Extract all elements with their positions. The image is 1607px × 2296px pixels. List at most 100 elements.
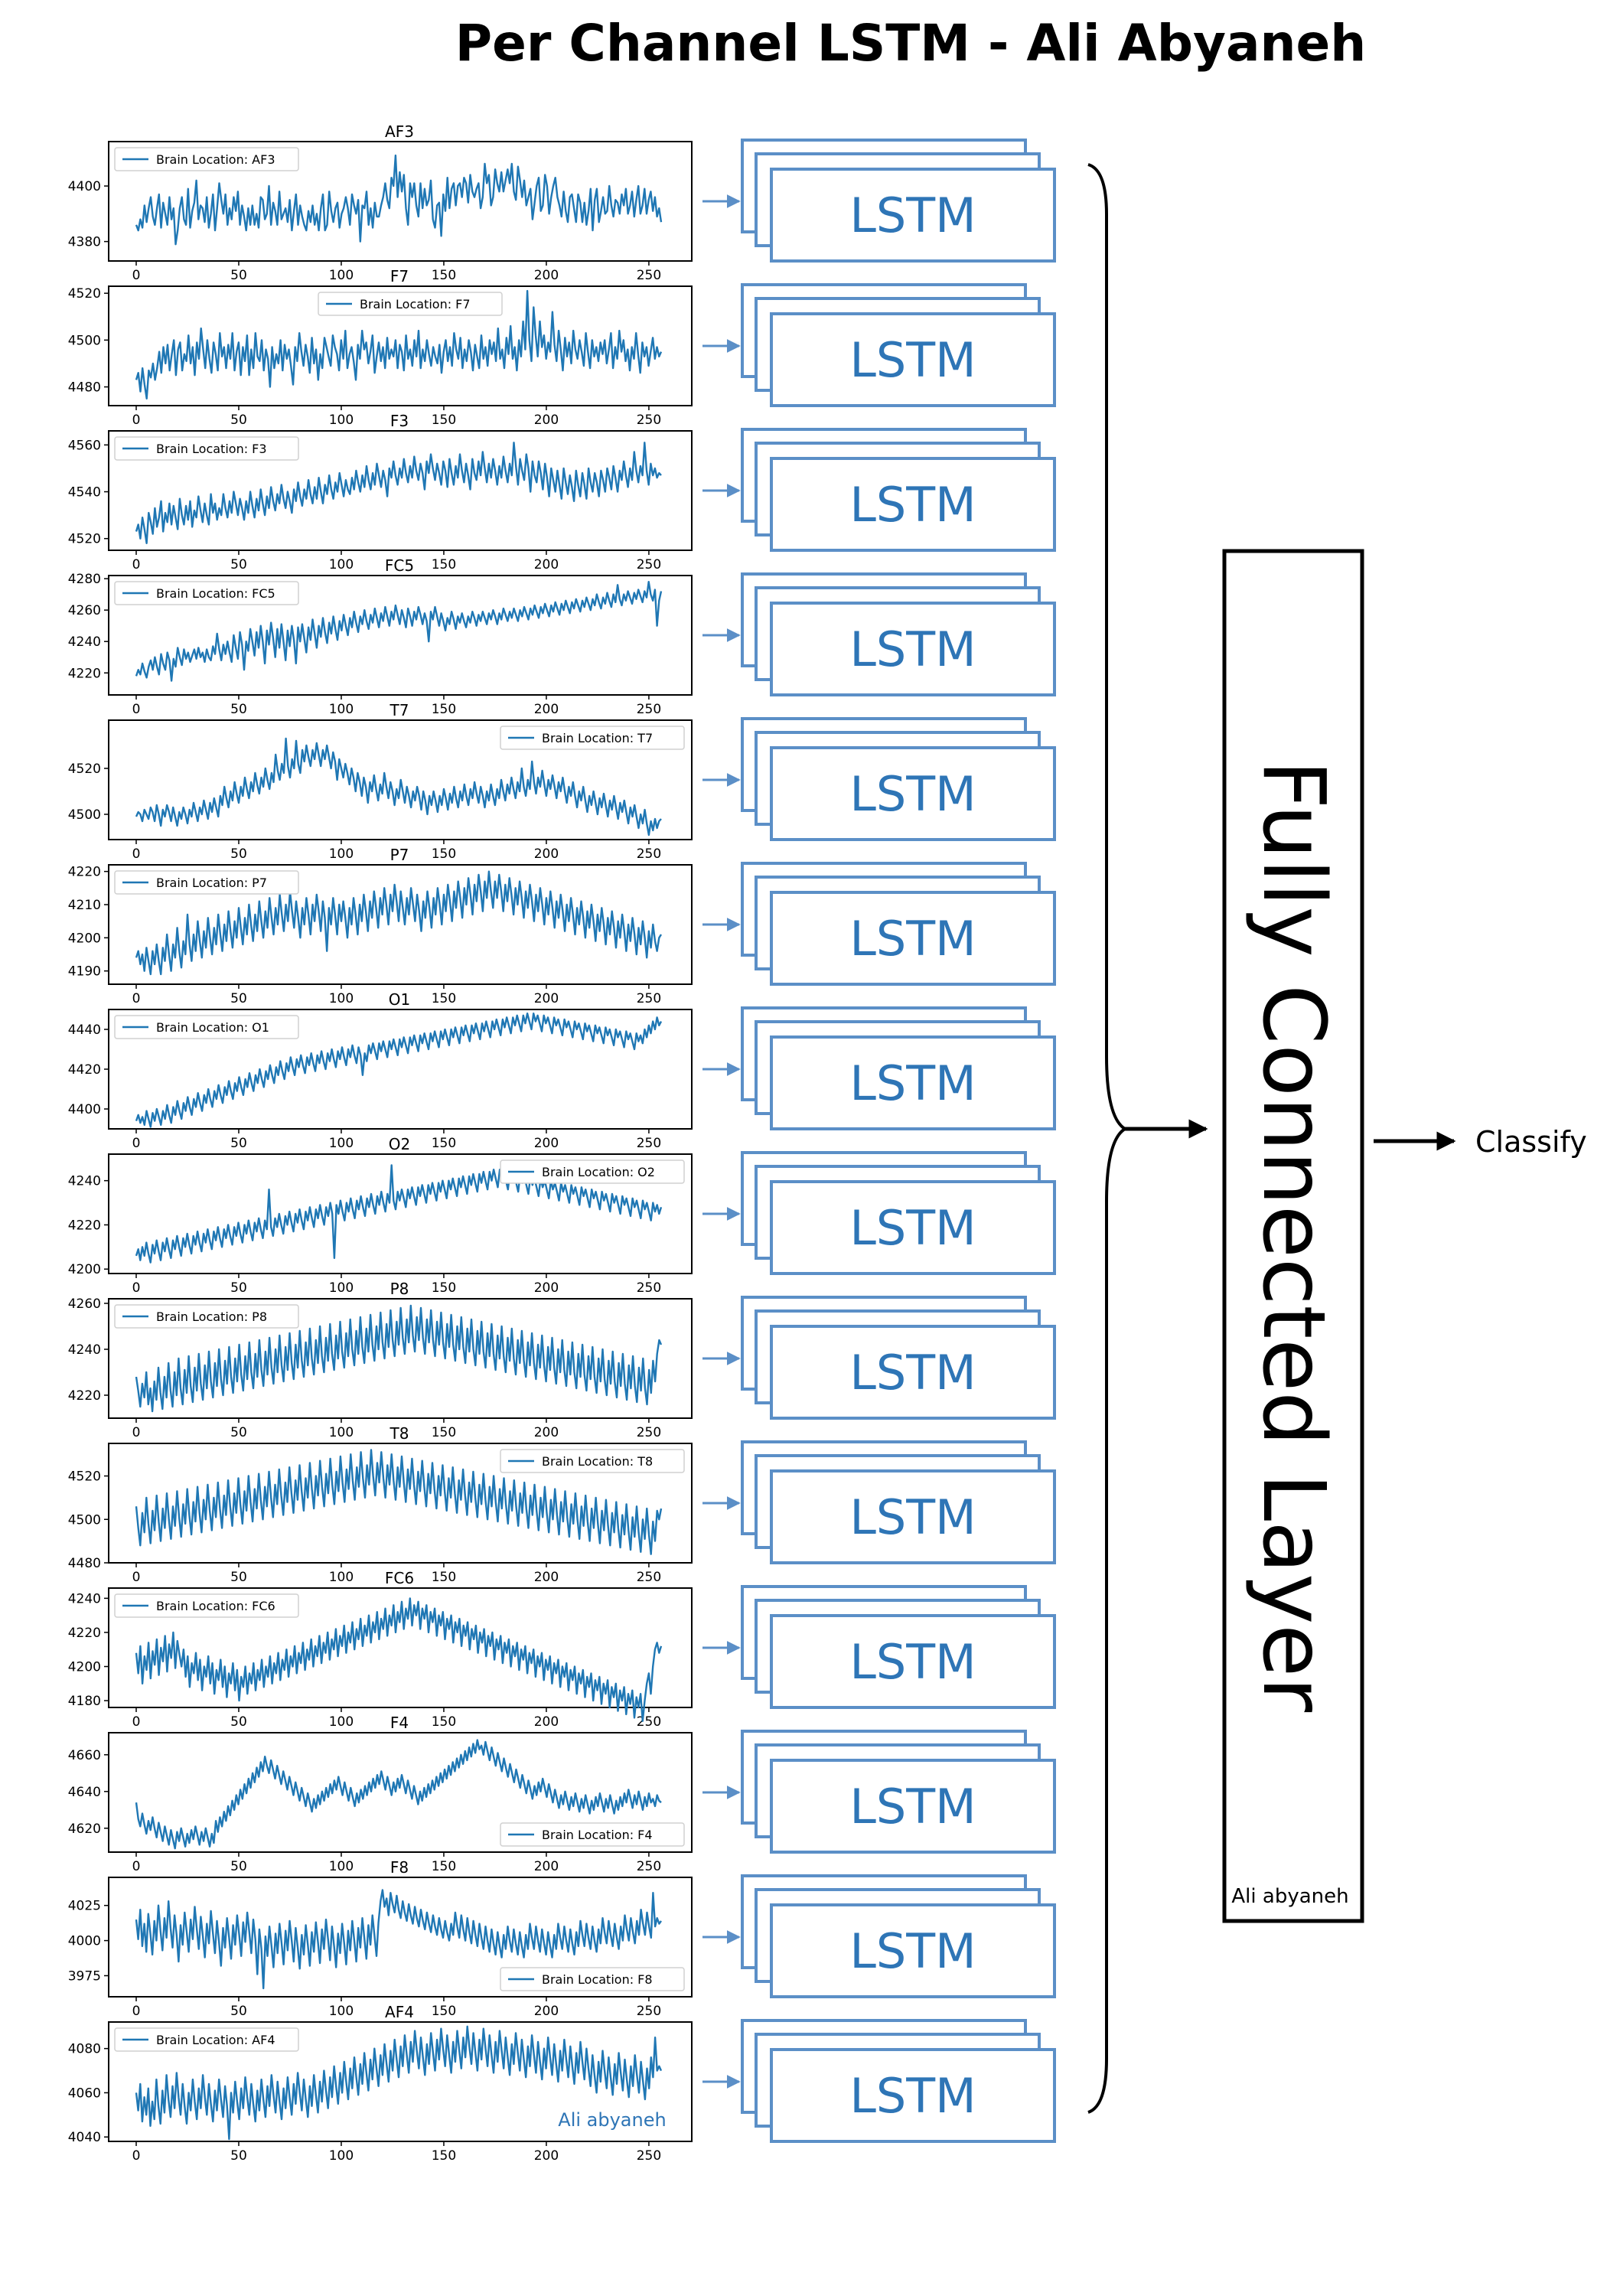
series-line	[135, 442, 662, 544]
merge-brace	[1087, 163, 1128, 2114]
series-line	[135, 1597, 663, 1723]
legend-box	[114, 436, 299, 461]
x-tick-label: 250	[637, 557, 661, 572]
y-tick-label: 4220	[68, 1388, 101, 1404]
x-tick-label: 100	[329, 991, 354, 1006]
x-tick-label: 100	[329, 1280, 354, 1296]
lstm-label: LSTM	[849, 1055, 976, 1111]
y-tick-label: 4520	[68, 762, 101, 777]
channel-title: F3	[390, 412, 409, 430]
x-tick-label: 50	[230, 1714, 247, 1730]
lstm-label: LSTM	[849, 1200, 976, 1256]
x-tick-label: 50	[230, 991, 247, 1006]
y-tick-label: 4380	[68, 235, 101, 250]
y-tick-label: 4480	[68, 1556, 101, 1571]
channel-title: AF4	[385, 2003, 414, 2021]
lstm-box-front	[770, 312, 1056, 407]
y-tick-label: 4540	[68, 485, 101, 501]
y-tick-label: 4500	[68, 1512, 101, 1528]
channel-plot-o1: O1 0 50 100 150 200 250 4400 4420 4440 Brain Locat…	[68, 990, 741, 1151]
series-line	[135, 1304, 663, 1413]
x-tick-label: 200	[534, 1570, 559, 1585]
legend-box	[318, 292, 503, 316]
x-tick-label: 150	[432, 1425, 456, 1440]
lstm-stack-af4: LSTM	[741, 2019, 1056, 2143]
lstm-stack-t7: LSTM	[741, 717, 1056, 841]
y-tick-label: 4200	[68, 931, 101, 946]
channel-plot-af4: AF4 0 50 100 150 200 250 4040 4060 4080 Brain Loca…	[68, 2003, 741, 2164]
x-tick-label: 0	[132, 846, 141, 862]
x-tick-label: 0	[132, 1859, 141, 1874]
x-tick-label: 200	[534, 1136, 559, 1151]
y-tick-label: 4240	[68, 1591, 101, 1606]
channel-title: O2	[389, 1135, 410, 1153]
x-tick-label: 100	[329, 268, 354, 283]
y-tick-label: 4520	[68, 532, 101, 547]
legend: Brain Location: T8	[500, 1449, 685, 1473]
legend-label: Brain Location: FC6	[156, 1599, 275, 1613]
legend-box	[500, 1967, 685, 1991]
channel-title: T8	[390, 1424, 409, 1443]
legend: Brain Location: O2	[500, 1159, 685, 1184]
channel-plot-f4: F4 0 50 100 150 200 250 4620 4640 4660 Brain Locat…	[68, 1714, 741, 1874]
y-tick-label: 4220	[68, 1218, 101, 1233]
legend-label: Brain Location: AF3	[156, 152, 275, 167]
legend-box	[500, 1159, 685, 1184]
y-tick-label: 4500	[68, 333, 101, 348]
lstm-stack-f3: LSTM	[741, 428, 1056, 552]
x-tick-label: 100	[329, 1859, 354, 1874]
y-tick-label: 4080	[68, 2042, 101, 2057]
x-tick-label: 250	[637, 846, 661, 862]
page-title: Per Channel LSTM - Ali Abyaneh	[455, 14, 1367, 73]
lstm-label: LSTM	[849, 1634, 976, 1690]
y-tick-label: 4200	[68, 1262, 101, 1277]
y-tick-label: 4520	[68, 1469, 101, 1485]
x-tick-label: 200	[534, 991, 559, 1006]
classify-label: Classify	[1475, 1125, 1587, 1159]
x-tick-label: 250	[637, 413, 661, 428]
x-tick-label: 200	[534, 846, 559, 862]
channel-plot-p7: P7 0 50 100 150 200 250 4190 4200 4210 4220 Brain L…	[68, 846, 741, 1006]
x-tick-label: 250	[637, 991, 661, 1006]
legend-label: Brain Location: F8	[542, 1972, 653, 1987]
legend: Brain Location: AF3	[114, 147, 299, 171]
x-tick-label: 100	[329, 1714, 354, 1730]
y-tick-label: 4240	[68, 1174, 101, 1189]
x-tick-label: 200	[534, 268, 559, 283]
lstm-label: LSTM	[849, 477, 976, 533]
x-tick-label: 0	[132, 1714, 141, 1730]
x-tick-label: 0	[132, 2148, 141, 2164]
x-tick-label: 250	[637, 1859, 661, 1874]
channel-plot-fc6: FC6 0 50 100 150 200 250 4180 4200 4220 4240 Brain …	[68, 1569, 741, 1730]
legend: Brain Location: FC5	[114, 581, 299, 605]
x-tick-label: 150	[432, 991, 456, 1006]
series-line	[135, 2025, 663, 2141]
legend-label: Brain Location: P7	[156, 876, 267, 890]
x-tick-label: 200	[534, 702, 559, 717]
x-tick-label: 0	[132, 1570, 141, 1585]
y-tick-label: 4040	[68, 2130, 101, 2145]
y-tick-label: 4520	[68, 286, 101, 302]
lstm-box-front	[770, 1035, 1056, 1130]
y-tick-label: 4400	[68, 1102, 101, 1117]
channel-plot-o2: O2 0 50 100 150 200 250 4200 4220 4240 Brain Locat…	[68, 1135, 741, 1296]
x-tick-label: 200	[534, 1425, 559, 1440]
x-tick-label: 0	[132, 1280, 141, 1296]
legend-label: Brain Location: FC5	[156, 586, 275, 601]
x-tick-label: 50	[230, 1280, 247, 1296]
y-tick-label: 4660	[68, 1748, 101, 1763]
x-tick-label: 50	[230, 2148, 247, 2164]
x-tick-label: 150	[432, 1570, 456, 1585]
x-tick-label: 100	[329, 1570, 354, 1585]
lstm-label: LSTM	[849, 766, 976, 822]
lstm-box-front	[770, 602, 1056, 696]
lstm-stack-p8: LSTM	[741, 1296, 1056, 1420]
legend-label: Brain Location: F7	[360, 297, 471, 311]
fc-signature: Ali abyaneh	[1231, 1885, 1348, 1908]
legend: Brain Location: P8	[114, 1304, 299, 1329]
y-tick-label: 4260	[68, 603, 101, 618]
x-tick-label: 150	[432, 1714, 456, 1730]
lstm-label: LSTM	[849, 1779, 976, 1835]
y-tick-label: 4220	[68, 865, 101, 880]
